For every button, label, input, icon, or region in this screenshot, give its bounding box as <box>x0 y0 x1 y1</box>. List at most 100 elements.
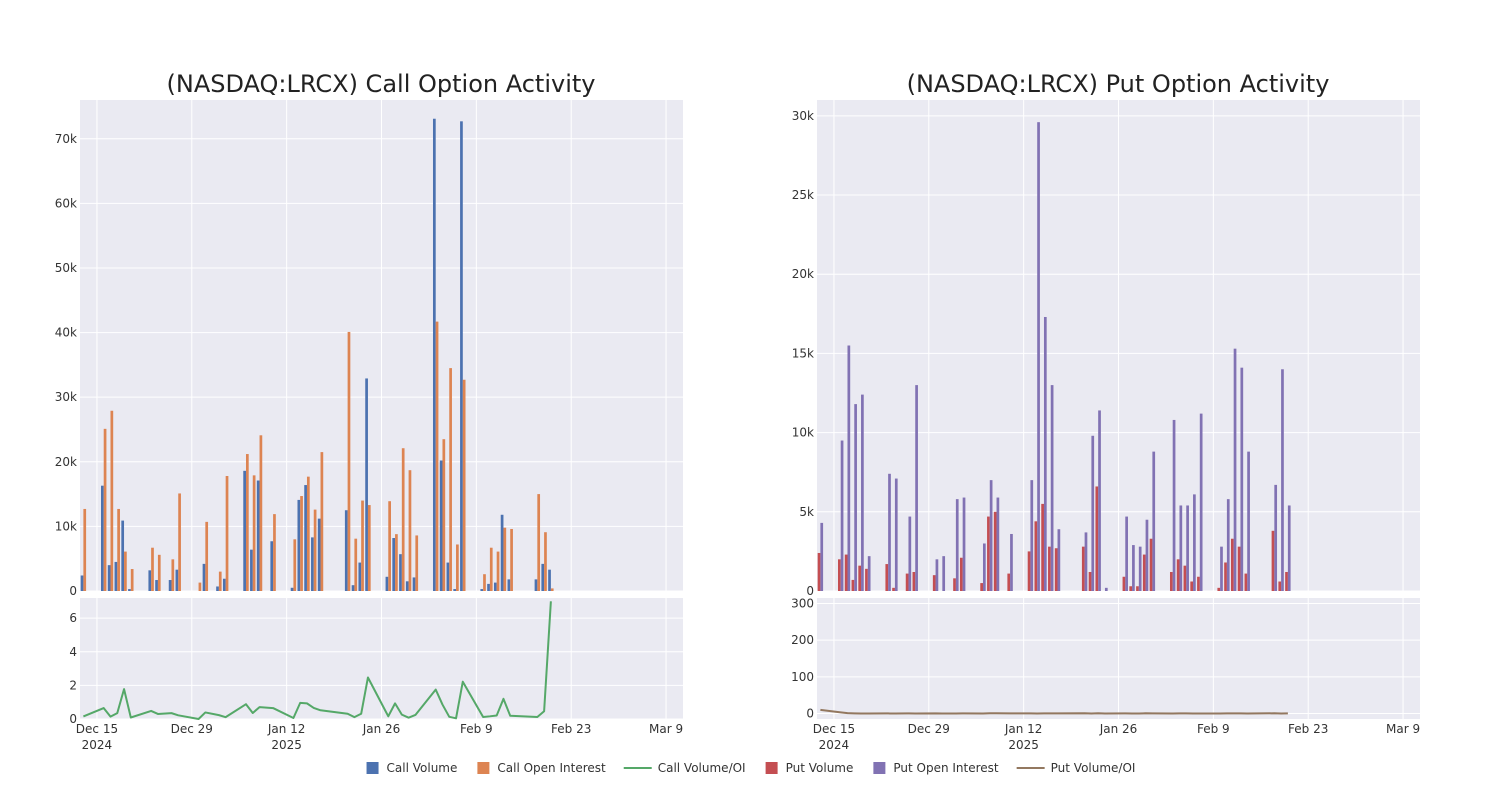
put-bar-0-30 <box>1142 554 1146 591</box>
put-bar-1-31 <box>1152 451 1156 591</box>
put-bar-0-38 <box>1224 562 1227 591</box>
call-bar-1-35 <box>456 544 459 591</box>
call-bar-0-17 <box>270 541 274 591</box>
put-chart-title: (NASDAQ:LRCX) Put Option Activity <box>907 70 1330 98</box>
call-bar-0-0 <box>80 575 84 591</box>
put-bar-0-7 <box>892 587 895 591</box>
call-bar-0-2 <box>107 565 111 591</box>
call-bar-1-16 <box>259 435 263 591</box>
put-bar-1-41 <box>1247 451 1250 591</box>
put-bar-0-44 <box>1285 571 1288 591</box>
put-x-tick-label: Mar 9 <box>1386 722 1420 736</box>
legend-item: Put Open Interest <box>873 761 999 775</box>
call-bar-0-5 <box>128 589 131 591</box>
put-bar-1-42 <box>1274 484 1278 591</box>
put-ratio-panel: 0 100 200 300 Dec 15 2024 Dec 29 Jan 12 2025 Jan … <box>791 597 1420 753</box>
call-bar-0-38 <box>487 583 490 591</box>
put-x-tick-label: Dec 29 <box>908 722 950 736</box>
call-bar-1-23 <box>347 331 351 591</box>
put-bar-1-5 <box>867 556 871 591</box>
call-bar-0-1 <box>101 485 104 591</box>
call-x-tick-label: Dec 15 <box>76 722 118 736</box>
call-bar-0-3 <box>114 561 118 591</box>
put-x-tick-label: Feb 23 <box>1288 722 1328 736</box>
call-bar-1-34 <box>449 368 452 591</box>
call-bar-1-3 <box>117 508 120 591</box>
put-bar-1-44 <box>1287 505 1291 591</box>
put-bar-1-24 <box>1091 435 1095 591</box>
call-bar-1-14 <box>245 454 249 591</box>
legend-label: Call Open Interest <box>497 761 606 775</box>
call-x-tick-label: Dec 29 <box>171 722 213 736</box>
legend-swatch <box>765 762 778 774</box>
put-bar-0-35 <box>1190 581 1194 591</box>
put-bar-1-32 <box>1172 419 1176 591</box>
put-bar-0-22 <box>1054 548 1058 591</box>
call-bar-1-5 <box>130 569 134 591</box>
call-bar-1-28 <box>395 534 398 591</box>
call-bar-1-39 <box>496 551 500 591</box>
put-bar-0-0 <box>817 552 821 591</box>
put-bar-1-10 <box>935 559 939 591</box>
put-bar-0-12 <box>953 578 956 591</box>
call-bar-0-22 <box>317 518 321 591</box>
put-bar-1-18 <box>1030 480 1034 591</box>
call-y-tick-label: 70k <box>55 132 77 146</box>
put-bar-0-14 <box>980 583 983 591</box>
put-bar-0-1 <box>838 559 841 591</box>
call-bar-0-16 <box>256 480 260 591</box>
call-bar-0-18 <box>290 587 294 591</box>
call-x-tick-label: Feb 9 <box>460 722 493 736</box>
call-y-tick-label: 50k <box>55 261 77 275</box>
put-x-tick-label: Jan 12 <box>1004 722 1043 736</box>
put-bar-0-33 <box>1176 559 1180 591</box>
put-y-tick-label: 10k <box>792 426 814 440</box>
put-bar-1-8 <box>908 516 912 591</box>
put-bar-0-4 <box>858 565 862 591</box>
call-bar-0-12 <box>216 586 219 591</box>
put-bar-0-31 <box>1149 538 1153 591</box>
put-bar-0-5 <box>865 568 868 591</box>
call-bar-1-19 <box>300 496 303 591</box>
call-bar-1-20 <box>306 476 310 591</box>
call-bar-1-0 <box>83 508 87 591</box>
call-bar-0-11 <box>202 563 206 591</box>
put-ratio-y-tick-label: 100 <box>791 670 814 684</box>
legend-item: Call Volume/OI <box>623 761 746 775</box>
call-chart-title: (NASDAQ:LRCX) Call Option Activity <box>167 70 596 98</box>
put-bar-0-10 <box>932 575 936 591</box>
put-x-tick-label: Dec 15 <box>813 722 855 736</box>
call-bar-1-21 <box>313 509 317 591</box>
call-y-tick-label: 20k <box>55 455 77 469</box>
put-bar-1-7 <box>894 478 898 591</box>
call-bar-1-40 <box>503 527 507 591</box>
legend-item: Call Volume <box>366 761 458 775</box>
call-bar-1-17 <box>273 514 276 591</box>
call-bar-1-22 <box>320 452 324 591</box>
call-bar-0-34 <box>446 562 450 591</box>
put-bar-0-32 <box>1169 571 1173 591</box>
put-bar-1-20 <box>1043 316 1047 591</box>
put-bar-1-25 <box>1098 410 1101 591</box>
call-bar-1-29 <box>401 448 405 591</box>
call-bar-0-28 <box>392 538 396 591</box>
call-bars-panel: 0 10k 20k 30k 40k 50k 60k 70k <box>55 100 683 598</box>
call-bar-1-8 <box>171 559 175 591</box>
call-ratio-y-tick-label: 2 <box>69 678 77 692</box>
put-ratio-y-tick-label: 0 <box>806 707 814 721</box>
call-ratio-y-tick-label: 6 <box>69 611 77 625</box>
call-bar-1-32 <box>435 321 439 591</box>
put-bar-0-34 <box>1183 565 1187 591</box>
put-bar-0-9 <box>912 571 916 591</box>
legend-label: Call Volume <box>387 761 458 775</box>
put-bar-0-36 <box>1197 576 1200 591</box>
put-bar-1-34 <box>1186 505 1189 591</box>
legend-label: Put Volume/OI <box>1051 761 1136 775</box>
put-bar-1-33 <box>1179 505 1183 591</box>
call-bar-0-6 <box>148 570 152 591</box>
put-bar-0-21 <box>1048 546 1051 591</box>
call-bar-0-36 <box>460 121 463 591</box>
call-bar-1-37 <box>483 574 486 591</box>
legend: Call Volume Call Open Interest Call Volume… <box>366 761 1136 775</box>
